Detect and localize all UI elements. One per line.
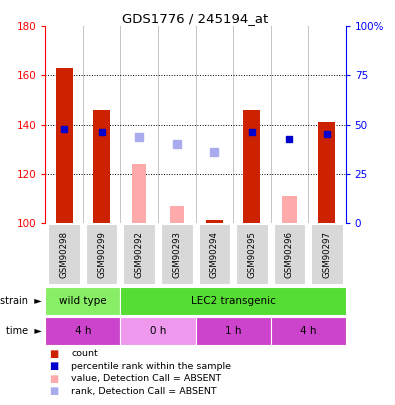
FancyBboxPatch shape: [236, 224, 267, 284]
FancyBboxPatch shape: [49, 224, 80, 284]
Bar: [93, 110, 110, 223]
Text: ■: ■: [49, 361, 58, 371]
Text: 1 h: 1 h: [225, 326, 241, 336]
Text: LEC2 transgenic: LEC2 transgenic: [191, 296, 275, 306]
Text: 4 h: 4 h: [75, 326, 91, 336]
Text: GSM90292: GSM90292: [135, 230, 144, 278]
Text: time  ►: time ►: [6, 326, 41, 336]
Bar: [206, 220, 223, 223]
Text: ■: ■: [49, 349, 58, 358]
Text: ■: ■: [49, 386, 58, 396]
Bar: [132, 164, 147, 223]
Text: GSM90299: GSM90299: [97, 231, 106, 277]
Text: GSM90296: GSM90296: [285, 230, 294, 278]
Text: GSM90295: GSM90295: [247, 230, 256, 278]
Text: GSM90297: GSM90297: [322, 230, 331, 278]
Text: value, Detection Call = ABSENT: value, Detection Call = ABSENT: [71, 374, 221, 383]
FancyBboxPatch shape: [196, 317, 271, 345]
FancyBboxPatch shape: [45, 287, 120, 315]
Text: wild type: wild type: [59, 296, 107, 306]
Text: 4 h: 4 h: [300, 326, 316, 336]
Text: 0 h: 0 h: [150, 326, 166, 336]
FancyBboxPatch shape: [120, 287, 346, 315]
Bar: [169, 206, 184, 223]
Text: count: count: [71, 349, 98, 358]
Text: GSM90294: GSM90294: [210, 230, 219, 278]
FancyBboxPatch shape: [199, 224, 230, 284]
FancyBboxPatch shape: [86, 224, 117, 284]
Bar: [243, 110, 260, 223]
Text: GSM90298: GSM90298: [60, 230, 69, 278]
Text: strain  ►: strain ►: [0, 296, 41, 306]
FancyBboxPatch shape: [120, 317, 196, 345]
FancyBboxPatch shape: [274, 224, 305, 284]
Bar: [318, 122, 335, 223]
Text: ■: ■: [49, 374, 58, 384]
Text: GSM90293: GSM90293: [172, 230, 181, 278]
Bar: [282, 196, 297, 223]
Text: percentile rank within the sample: percentile rank within the sample: [71, 362, 231, 371]
Title: GDS1776 / 245194_at: GDS1776 / 245194_at: [122, 12, 269, 25]
FancyBboxPatch shape: [124, 224, 155, 284]
FancyBboxPatch shape: [271, 317, 346, 345]
Bar: [56, 68, 73, 223]
FancyBboxPatch shape: [45, 317, 120, 345]
FancyBboxPatch shape: [161, 224, 192, 284]
Text: rank, Detection Call = ABSENT: rank, Detection Call = ABSENT: [71, 387, 217, 396]
FancyBboxPatch shape: [311, 224, 342, 284]
